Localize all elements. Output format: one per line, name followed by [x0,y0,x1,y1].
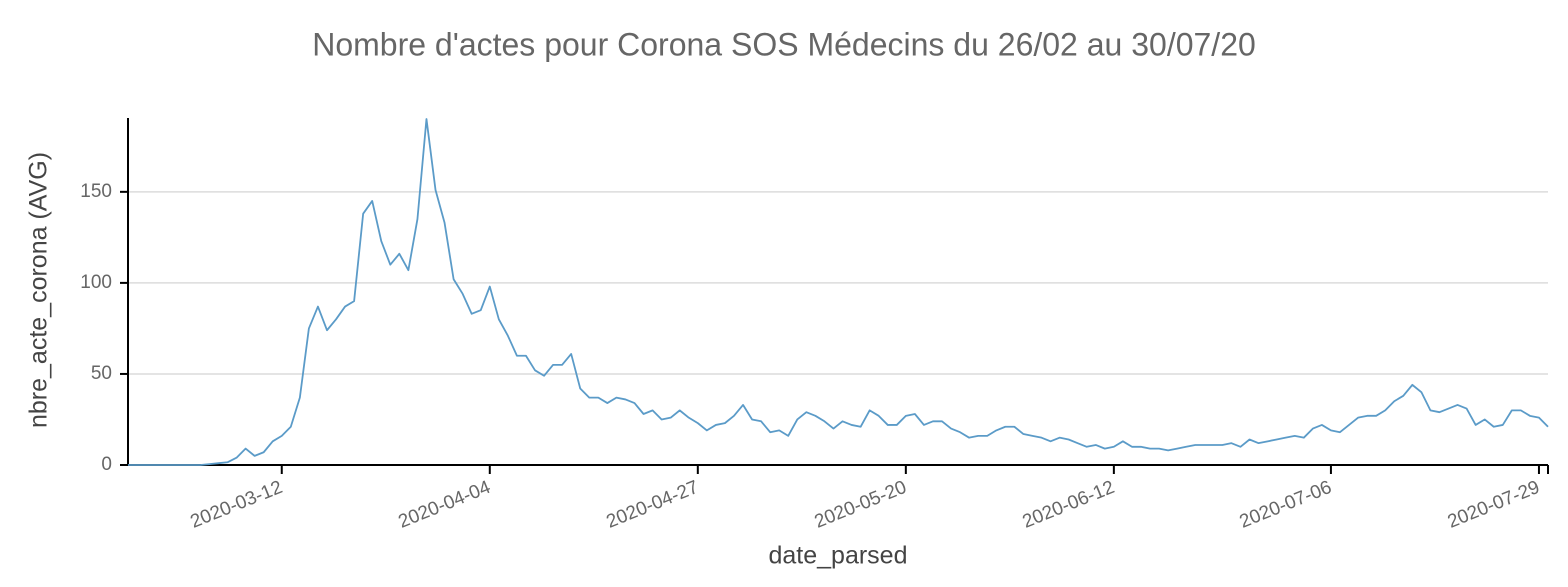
x-tick-label: 2020-04-27 [604,477,702,533]
y-tick-label: 0 [101,454,112,475]
chart-title: Nombre d'actes pour Corona SOS Médecins … [312,26,1256,62]
x-axis-label: date_parsed [768,542,907,570]
x-tick-label: 2020-05-20 [812,477,910,533]
x-tick-label: 2020-07-06 [1237,477,1335,533]
data-line [128,118,1549,466]
x-tick-label: 2020-07-29 [1445,477,1543,533]
x-tick-label: 2020-06-12 [1020,477,1118,533]
y-axis-label: nbre_acte_corona (AVG) [25,152,53,428]
y-tick-label: 100 [80,272,112,293]
y-tick-label: 150 [80,181,112,202]
x-tick-label: 2020-04-04 [396,477,494,533]
y-tick-label: 50 [91,363,112,384]
x-tick-label: 2020-03-12 [188,477,286,533]
